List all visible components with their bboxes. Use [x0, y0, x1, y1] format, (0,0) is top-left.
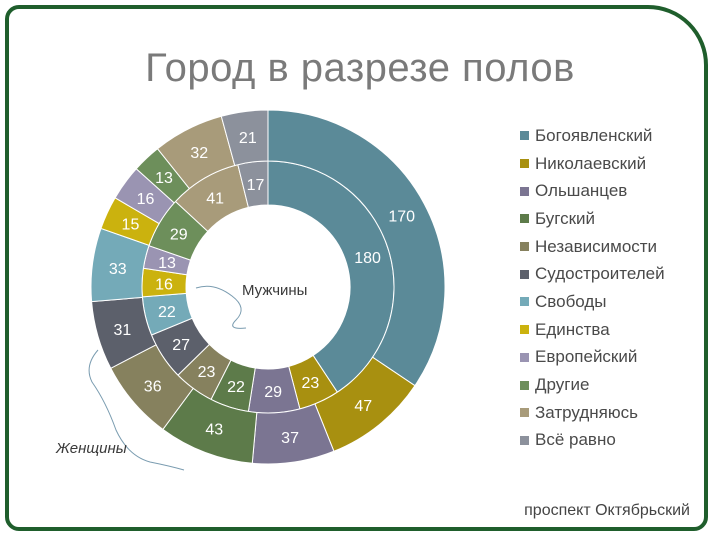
legend-label: Затрудняюсь	[535, 402, 638, 422]
chart-legend: Богоявленский Николаевский Ольшанцев Бугски…	[520, 122, 665, 454]
data-label: 36	[144, 378, 162, 395]
legend-label: Независимости	[535, 236, 658, 256]
legend-item: Николаевский	[520, 150, 665, 178]
footer-text: проспект Октябрьский	[524, 502, 690, 519]
legend-item: Европейский	[520, 344, 665, 372]
legend-swatch	[520, 408, 529, 418]
legend-swatch	[520, 435, 529, 445]
data-label: 16	[137, 191, 155, 208]
data-label: 41	[206, 190, 224, 207]
data-label: 13	[155, 170, 173, 187]
data-label: 13	[158, 255, 176, 272]
legend-item: Бугский	[520, 205, 665, 233]
legend-swatch	[520, 214, 529, 224]
data-label: 21	[239, 130, 257, 147]
data-label: 16	[155, 276, 173, 293]
legend-swatch	[520, 325, 529, 335]
legend-label: Богоявленский	[535, 125, 653, 145]
data-label: 31	[113, 322, 131, 339]
data-label: 180	[354, 250, 381, 267]
legend-swatch	[520, 352, 529, 362]
legend-label: Всё равно	[535, 430, 616, 450]
data-label: 170	[388, 209, 415, 226]
data-label: 32	[190, 145, 208, 162]
legend-label: Ольшанцев	[535, 181, 628, 201]
series-label-women: Женщины	[56, 440, 127, 457]
data-label: 23	[198, 364, 216, 381]
leader-line-women	[88, 349, 185, 471]
slide-title: Город в разрезе полов	[145, 46, 575, 90]
legend-item: Единства	[520, 316, 665, 344]
data-label: 22	[158, 304, 176, 321]
data-label: 17	[247, 177, 265, 194]
data-label: 37	[281, 430, 299, 447]
legend-item: Судостроителей	[520, 260, 665, 288]
legend-label: Николаевский	[535, 153, 647, 173]
data-label: 47	[354, 398, 372, 415]
legend-item: Независимости	[520, 233, 665, 261]
legend-item: Другие	[520, 371, 665, 399]
legend-swatch	[520, 297, 529, 307]
legend-label: Европейский	[535, 347, 638, 367]
leader-line-men	[195, 285, 247, 329]
data-label: 33	[109, 261, 127, 278]
legend-swatch	[520, 269, 529, 279]
series-label-men: Мужчины	[242, 282, 308, 299]
data-label: 23	[301, 375, 319, 392]
legend-label: Единства	[535, 319, 610, 339]
legend-item: Всё равно	[520, 427, 665, 455]
legend-label: Свободы	[535, 291, 607, 311]
legend-label: Судостроителей	[535, 264, 665, 284]
legend-label: Бугский	[535, 208, 596, 228]
data-label: 22	[227, 379, 245, 396]
legend-label: Другие	[535, 375, 590, 395]
data-label: 29	[264, 384, 282, 401]
legend-item: Богоявленский	[520, 122, 665, 150]
slice-women-12	[220, 109, 269, 167]
legend-item: Свободы	[520, 288, 665, 316]
slice-women-1	[267, 109, 446, 387]
legend-item: Затрудняюсь	[520, 399, 665, 427]
legend-item: Ольшанцев	[520, 177, 665, 205]
data-label: 27	[172, 337, 190, 354]
legend-swatch	[520, 131, 529, 141]
data-label: 29	[170, 227, 188, 244]
legend-swatch	[520, 186, 529, 196]
legend-swatch	[520, 159, 529, 169]
data-label: 43	[205, 422, 223, 439]
data-label: 15	[122, 217, 140, 234]
legend-swatch	[520, 242, 529, 252]
legend-swatch	[520, 380, 529, 390]
slide-frame	[5, 5, 708, 531]
